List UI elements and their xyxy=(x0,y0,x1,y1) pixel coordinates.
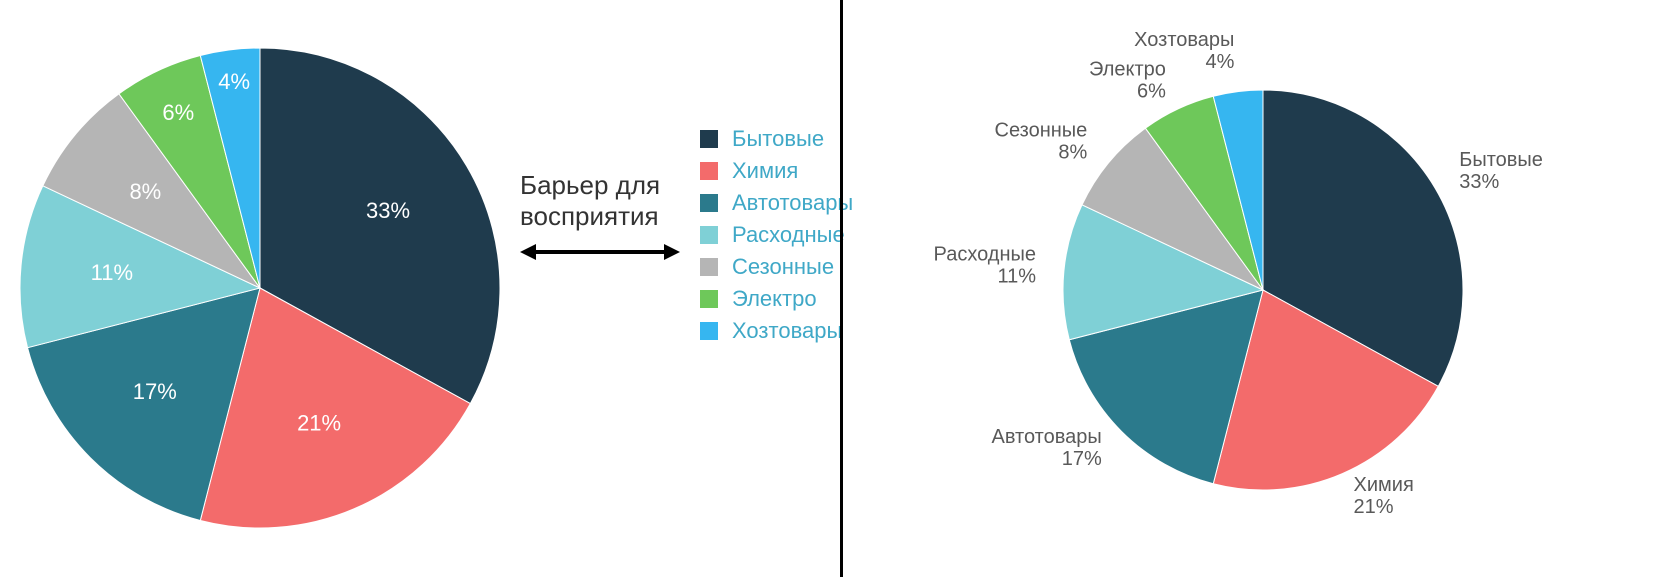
legend-label: Сезонные xyxy=(732,254,834,280)
slice-percent-label: 33% xyxy=(366,198,410,223)
legend-label: Электро xyxy=(732,286,817,312)
legend-label: Хозтовары xyxy=(732,318,842,344)
slice-percent-label: 11% xyxy=(91,260,133,285)
callout-name-label: Расходные11% xyxy=(934,244,1037,288)
legend-swatch xyxy=(700,258,718,276)
legend-item: Сезонные xyxy=(700,254,853,280)
slice-percent-label: 17% xyxy=(133,379,177,404)
callout-name-label: Химия21% xyxy=(1354,474,1414,518)
legend-swatch xyxy=(700,322,718,340)
barrier-caption: Барьер для восприятия xyxy=(520,170,690,272)
right-panel: Бытовые33% Химия21% Автотовары17% Расходные… xyxy=(840,0,1680,577)
callout-name-label: Электро6% xyxy=(1089,59,1166,103)
legend-item: Электро xyxy=(700,286,853,312)
legend-swatch xyxy=(700,130,718,148)
barrier-line1: Барьер для xyxy=(520,170,690,201)
legend-item: Расходные xyxy=(700,222,853,248)
legend-label: Химия xyxy=(732,158,798,184)
legend-swatch xyxy=(700,226,718,244)
legend-swatch xyxy=(700,194,718,212)
right-pie-holder: Бытовые33% Химия21% Автотовары17% Расходные… xyxy=(843,0,1680,577)
callout-name-label: Бытовые33% xyxy=(1459,149,1543,193)
legend-item: Хозтовары xyxy=(700,318,853,344)
slice-percent-label: 4% xyxy=(218,69,250,94)
legend-label: Автотовары xyxy=(732,190,853,216)
legend-item: Автотовары xyxy=(700,190,853,216)
callout-name-label: Сезонные8% xyxy=(995,120,1088,164)
legend: Бытовые Химия Автотовары Расходные Сезонные Э… xyxy=(700,120,853,350)
slice-percent-label: 21% xyxy=(297,410,341,435)
double-arrow-icon xyxy=(520,240,680,264)
legend-label: Бытовые xyxy=(732,126,824,152)
legend-label: Расходные xyxy=(732,222,845,248)
slice-percent-label: 8% xyxy=(129,179,161,204)
left-panel: 33% 21% 17% 11% 8% 6% 4% Барьер для восприятия… xyxy=(0,0,840,577)
page-root: 33% 21% 17% 11% 8% 6% 4% Барьер для восприятия… xyxy=(0,0,1680,577)
right-pie-chart: Бытовые33% Химия21% Автотовары17% Расходные… xyxy=(843,0,1680,577)
legend-item: Бытовые xyxy=(700,126,853,152)
legend-swatch xyxy=(700,290,718,308)
barrier-line2: восприятия xyxy=(520,201,690,232)
legend-item: Химия xyxy=(700,158,853,184)
callout-name-label: Автотовары17% xyxy=(992,426,1102,470)
legend-swatch xyxy=(700,162,718,180)
slice-percent-label: 6% xyxy=(162,100,194,125)
